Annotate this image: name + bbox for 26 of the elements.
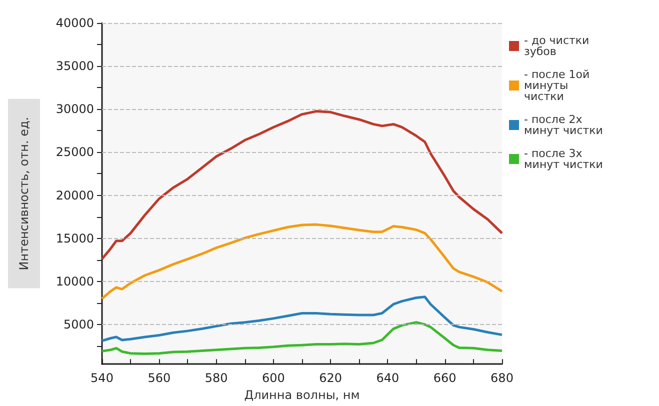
x-tick-label: 540 [90, 371, 114, 386]
x-tick-label: 640 [376, 371, 400, 386]
legend-label: - до чистки зубов [524, 34, 593, 58]
x-tick-label: 620 [319, 371, 342, 386]
line-series [100, 296, 504, 342]
y-tick-label: 5000 [63, 317, 94, 332]
line-series [100, 110, 504, 260]
y-tick-label: 25000 [56, 145, 94, 160]
y-tick-label: 35000 [56, 59, 94, 74]
y-tick-label: 30000 [56, 102, 94, 116]
legend-label: - после 2х минут чистки [524, 113, 603, 137]
y-axis-title: Интенсивность, отн. ед. [17, 116, 31, 270]
x-tick-label: 660 [433, 371, 456, 386]
y-tick-label: 15000 [56, 231, 94, 246]
x-tick-label: 580 [204, 371, 228, 386]
x-tick-label: 600 [262, 371, 285, 386]
legend-label: - после 1ой минуты чистки [524, 68, 594, 103]
x-axis-title: Длинна волны, нм [244, 388, 360, 402]
y-tick-label: 20000 [56, 188, 94, 202]
line-series [100, 223, 504, 300]
line-series [100, 321, 504, 356]
x-tick-label: 680 [490, 371, 514, 386]
y-tick-label: 40000 [56, 16, 94, 30]
y-tick-label: 10000 [56, 274, 94, 288]
legend-label: - после 3х минут чистки [524, 147, 603, 171]
x-tick-label: 560 [148, 371, 171, 386]
